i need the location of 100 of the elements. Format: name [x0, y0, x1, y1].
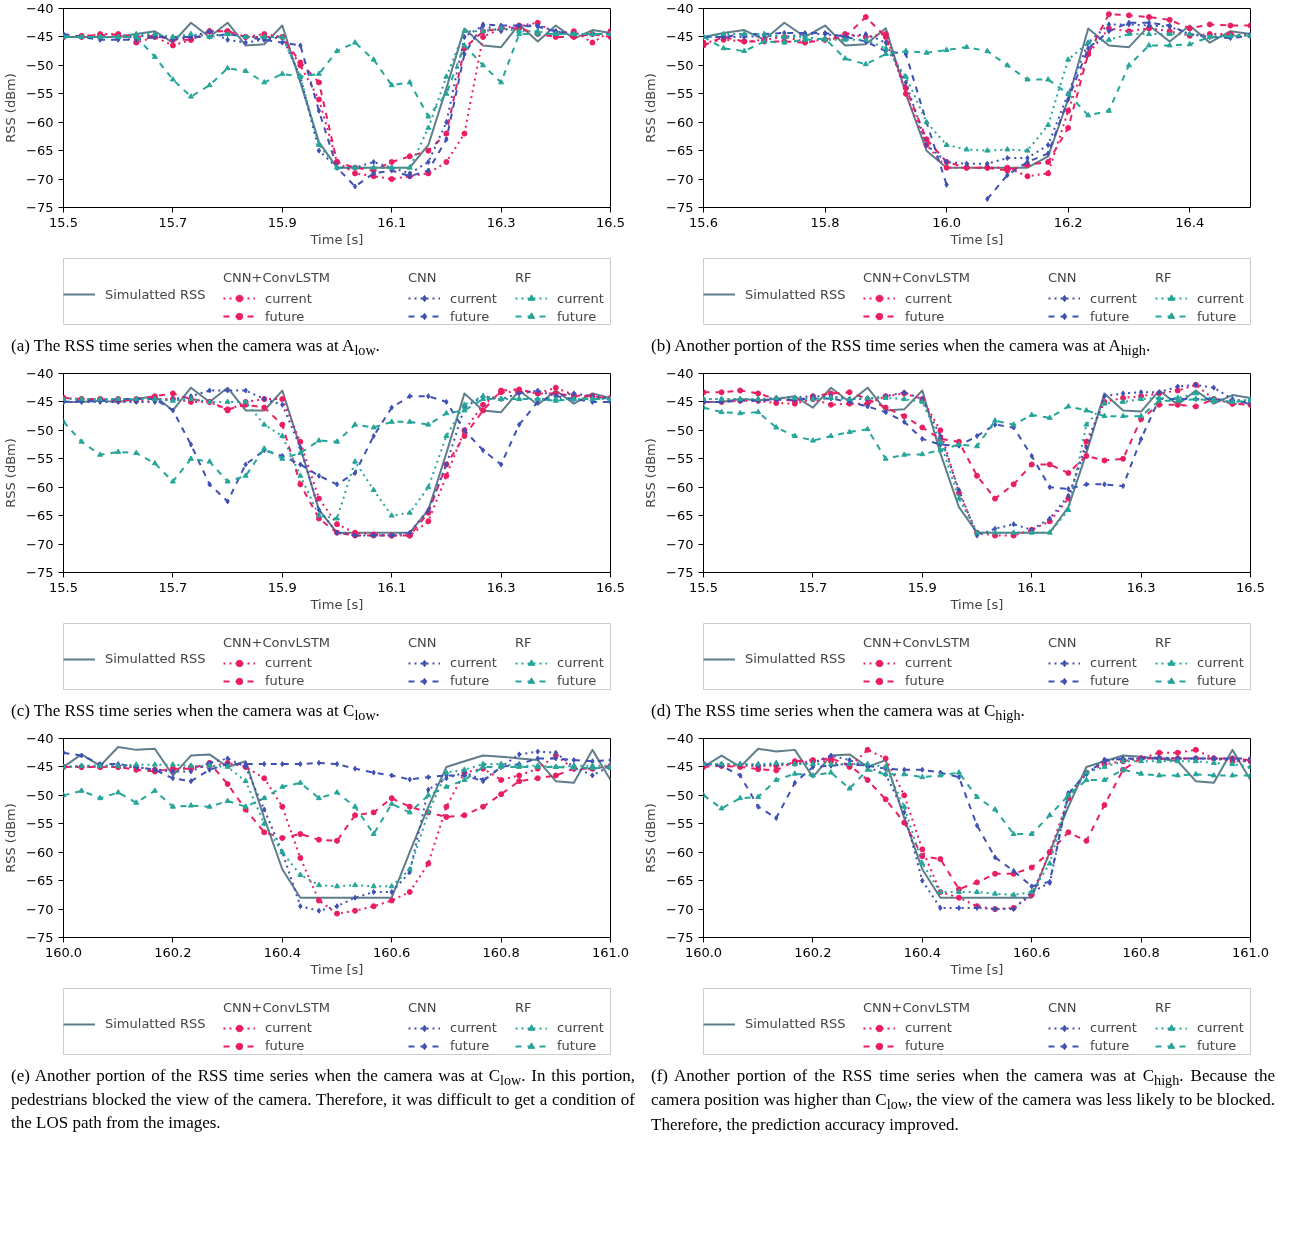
y-tick-label: −65: [26, 143, 54, 159]
text: RF: [515, 999, 533, 1015]
legend-label: current: [1197, 655, 1244, 671]
legend-label: future: [557, 1038, 597, 1054]
legend-label: future: [557, 308, 597, 324]
y-tick-label: −55: [26, 815, 54, 831]
x-axis-title: Time [s]: [309, 961, 364, 977]
y-tick-label: −40: [26, 365, 54, 381]
x-tick-label: 15.5: [49, 214, 78, 230]
x-axis-title: Time [s]: [309, 231, 364, 247]
y-tick-label: −75: [666, 200, 694, 215]
legend-label: future: [265, 1038, 305, 1054]
y-tick-label: −70: [26, 171, 54, 187]
x-axis-title: Time [s]: [949, 596, 1004, 612]
x-tick-label: 15.5: [49, 579, 78, 595]
y-tick-label: −60: [666, 114, 694, 130]
legend-label: future: [1090, 673, 1130, 689]
x-tick-label: 16.2: [1053, 214, 1083, 230]
y-tick-label: −65: [26, 507, 54, 523]
legend-label: current: [265, 290, 312, 306]
x-tick-label: 160.8: [482, 944, 520, 960]
text: CNN+ConvLSTM: [863, 999, 971, 1015]
x-tick-label: 15.9: [267, 214, 297, 230]
y-tick-label: −70: [666, 536, 694, 552]
legend-label: future: [450, 673, 490, 689]
legend-label: Simulatted RSS: [105, 286, 206, 302]
legend-label: current: [1197, 290, 1244, 306]
y-tick-label: −40: [666, 1, 694, 16]
x-tick-label: 16.3: [486, 214, 516, 230]
text: RF: [1155, 634, 1173, 650]
y-tick-label: −55: [666, 451, 694, 467]
x-tick-label: 16.5: [596, 579, 625, 595]
text: (e) Another portion of the RSS time series when the camera was at C$_{low}$. In this portion, pedestrians blocked the view of the camera. Therefore, it was difficult to get a condition of the LOS path from the images.: [11, 1064, 635, 1134]
x-tick-label: 15.7: [158, 214, 188, 230]
text: CNN+ConvLSTM: [223, 634, 331, 650]
text: (c) The RSS time series when the camera was at C$_{low}$.: [11, 699, 380, 725]
x-tick-label: 15.7: [158, 579, 188, 595]
legend-label: current: [450, 655, 497, 671]
legend-label: current: [1090, 290, 1137, 306]
legend-label: future: [265, 673, 305, 689]
y-tick-label: −50: [26, 787, 54, 803]
text: (a) The RSS time series when the camera was at A$_{low}$.: [11, 335, 380, 360]
y-tick-label: −65: [666, 143, 694, 159]
y-tick-label: −60: [26, 114, 54, 130]
y-tick-label: −45: [666, 759, 694, 775]
text: (b) Another portion of the RSS time series when the camera was at A$_{high}$.: [651, 335, 1151, 360]
y-tick-label: −50: [666, 57, 694, 73]
legend-label: future: [905, 1038, 945, 1054]
y-tick-label: −65: [666, 872, 694, 888]
y-tick-label: −40: [26, 730, 54, 746]
legend-label: future: [1090, 1038, 1130, 1054]
y-tick-label: −55: [666, 815, 694, 831]
legend-label: future: [905, 308, 945, 324]
y-tick-label: −40: [26, 1, 54, 16]
y-tick-label: −70: [666, 171, 694, 187]
y-tick-label: −60: [26, 844, 54, 860]
x-tick-label: 15.5: [689, 579, 718, 595]
text: (f) Another portion of the RSS time series when the camera was at C$_{high}$. Because the camera position was higher than C$_{low}$, the view of the camera was less likely to be blocked. Therefore, the prediction accuracy improved.: [651, 1065, 1276, 1135]
x-tick-label: 160.4: [903, 944, 941, 960]
y-tick-label: −45: [26, 29, 54, 45]
x-tick-label: 160.8: [1122, 944, 1160, 960]
y-tick-label: −75: [26, 200, 54, 215]
y-axis-title: RSS (dBm): [643, 802, 659, 873]
y-tick-label: −75: [26, 929, 54, 945]
text: RF: [515, 270, 533, 285]
text: CNN: [1048, 270, 1078, 285]
x-tick-label: 160.6: [1013, 944, 1051, 960]
x-tick-label: 161.0: [1231, 944, 1270, 960]
legend-label: future: [1197, 308, 1237, 324]
y-tick-label: −50: [26, 57, 54, 73]
y-tick-label: −55: [26, 451, 54, 467]
text: CNN+ConvLSTM: [223, 999, 331, 1015]
x-tick-label: 16.5: [1236, 579, 1265, 595]
legend-label: Simulatted RSS: [745, 651, 846, 667]
legend-label: future: [265, 308, 305, 324]
x-tick-label: 16.1: [377, 579, 407, 595]
y-tick-label: −65: [666, 507, 694, 523]
y-axis-title: RSS (dBm): [3, 73, 19, 143]
y-axis-title: RSS (dBm): [3, 802, 19, 873]
text: CNN: [408, 634, 438, 650]
x-tick-label: 16.4: [1175, 214, 1205, 230]
text: (d) The RSS time series when the camera was at C$_{high}$.: [651, 699, 1025, 725]
legend-label: current: [1090, 655, 1137, 671]
x-tick-label: 160.2: [794, 944, 832, 960]
x-tick-label: 16.5: [596, 214, 625, 230]
legend-label: future: [905, 673, 945, 689]
x-tick-label: 15.8: [810, 214, 840, 230]
y-tick-label: −60: [26, 479, 54, 495]
legend-label: Simulatted RSS: [105, 651, 206, 667]
x-tick-label: 15.6: [689, 214, 718, 230]
text: CNN: [1048, 634, 1078, 650]
y-tick-label: −70: [26, 536, 54, 552]
legend-label: Simulatted RSS: [105, 1016, 206, 1032]
legend-label: future: [557, 673, 597, 689]
text: CNN: [1048, 999, 1078, 1015]
y-tick-label: −50: [666, 787, 694, 803]
y-axis-title: RSS (dBm): [3, 437, 19, 508]
legend-label: current: [905, 655, 952, 671]
text: CNN+ConvLSTM: [863, 270, 971, 285]
text: CNN: [408, 270, 438, 285]
